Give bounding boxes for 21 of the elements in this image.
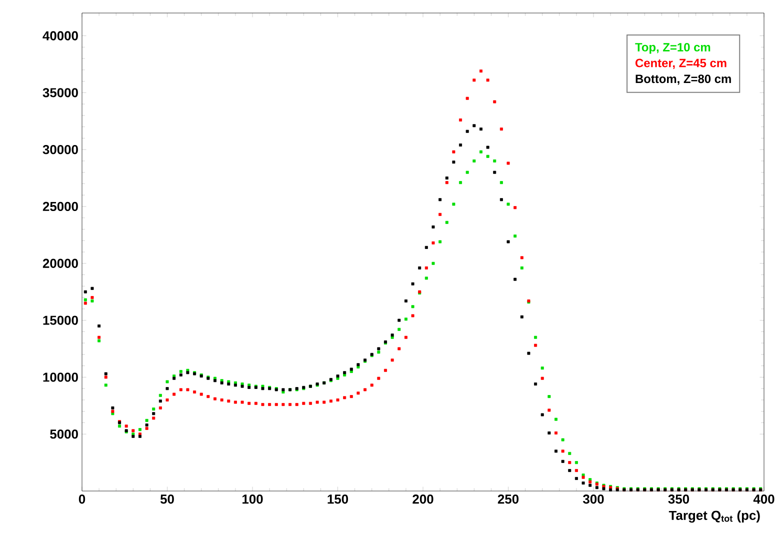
y-tick-label: 20000 xyxy=(42,258,78,268)
x-axis-title: Target Q$_{tot}$ (pc) xyxy=(668,510,760,523)
y-tick-label: 30000 xyxy=(42,144,78,154)
x-tick-label: 400 xyxy=(753,494,774,504)
x-tick-label: 100 xyxy=(242,494,263,504)
x-tick-label: 300 xyxy=(582,494,604,504)
y-tick-label: 25000 xyxy=(42,202,78,212)
y-tick-label: 35000 xyxy=(42,88,78,98)
text: Bottom, Z=80 cm xyxy=(636,74,731,85)
text: Center, Z=45 cm xyxy=(635,58,726,69)
y-tick-label: 15000 xyxy=(43,316,78,325)
text: Top, Z=10 cm xyxy=(635,42,710,54)
x-tick-label: 50 xyxy=(160,494,174,504)
y-tick-label: 5000 xyxy=(50,430,78,439)
x-tick-label: 200 xyxy=(412,494,434,504)
x-tick-label: 150 xyxy=(328,494,348,504)
y-tick-label: 40000 xyxy=(42,31,78,40)
x-tick-label: 250 xyxy=(498,494,519,504)
x-tick-label: 350 xyxy=(668,494,690,504)
x-tick-label: 0 xyxy=(78,494,86,504)
y-tick-label: 10000 xyxy=(43,372,78,382)
